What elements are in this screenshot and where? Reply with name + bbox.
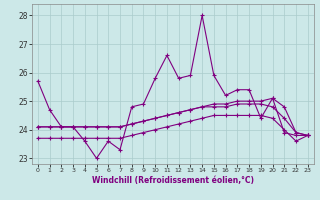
X-axis label: Windchill (Refroidissement éolien,°C): Windchill (Refroidissement éolien,°C) — [92, 176, 254, 185]
